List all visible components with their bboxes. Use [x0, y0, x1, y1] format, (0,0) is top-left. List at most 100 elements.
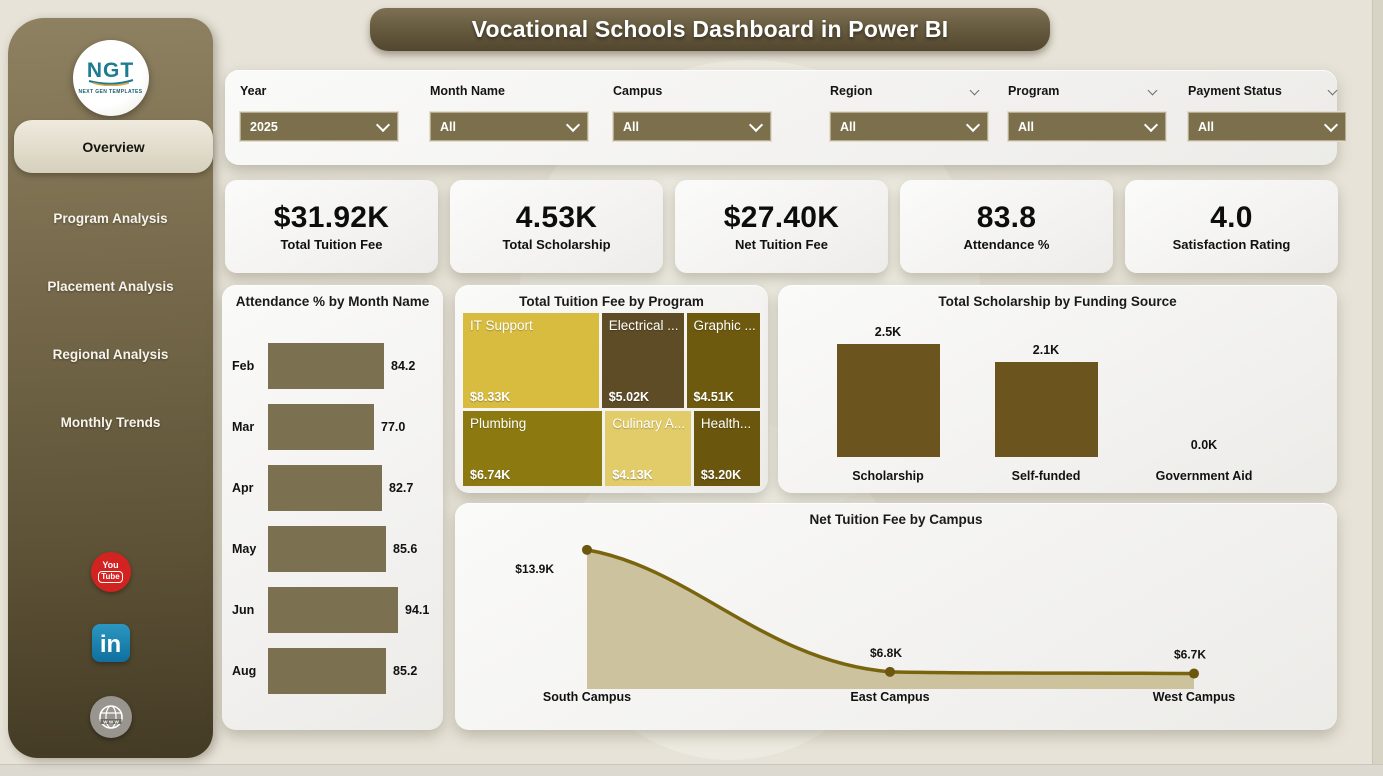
bar-mar[interactable]: [268, 403, 374, 450]
chevron-down-icon[interactable]: [1327, 85, 1338, 96]
slicer-header: Month Name: [430, 84, 580, 104]
bar-aug[interactable]: [268, 647, 386, 694]
column-value-label: 0.0K: [1190, 438, 1218, 452]
chevron-down-icon[interactable]: [969, 85, 980, 96]
sidebar-item-placement-analysis[interactable]: Placement Analysis: [47, 278, 174, 294]
sidebar-item-program-analysis[interactable]: Program Analysis: [53, 210, 168, 226]
youtube-icon[interactable]: You Tube: [90, 552, 131, 592]
treemap-tile-graphic-[interactable]: Graphic ... $4.51K: [686, 313, 761, 409]
area-chart-card: $13.9K $6.8K $6.7K South Campus East Campus W…: [455, 503, 1337, 730]
svg-text:W W W: W W W: [103, 719, 119, 724]
slicer-year: Year 2025: [240, 84, 398, 141]
bar-category-label: Apr: [232, 480, 254, 495]
chevron-down-icon: [965, 117, 981, 132]
linkedin-icon[interactable]: in: [91, 624, 130, 662]
treemap-tile-plumbing[interactable]: Plumbing $6.74K: [463, 411, 603, 486]
column-value-label: 2.5K: [874, 325, 902, 339]
treemap-tile-culinary-a-[interactable]: Culinary A... $4.13K: [605, 411, 691, 486]
bar-feb[interactable]: [268, 342, 384, 389]
sidebar-item-regional-analysis[interactable]: Regional Analysis: [52, 346, 169, 362]
slicer-selected-value: All: [440, 119, 456, 134]
treemap-tile-label: Electrical ...: [608, 318, 679, 333]
data-point-west-campus[interactable]: [1189, 668, 1199, 679]
bar-jun[interactable]: [268, 586, 398, 633]
bar-may[interactable]: [268, 525, 386, 572]
slicer-month-name: Month Name All: [430, 84, 588, 141]
chevron-down-icon: [375, 117, 391, 132]
column-bar-self-funded[interactable]: [994, 362, 1098, 457]
attendance-row-mar: Mar 77.0: [232, 396, 437, 457]
chevron-down-icon: [1143, 117, 1159, 132]
area-fill: [587, 549, 1194, 689]
treemap-tile-label: Health...: [700, 416, 752, 432]
slicer-dropdown-month-name[interactable]: All: [430, 112, 588, 141]
bar-category-label: Feb: [232, 358, 255, 373]
kpi-label: Satisfaction Rating: [1172, 236, 1291, 252]
data-point-south-campus[interactable]: [582, 544, 592, 555]
funding-columns: 2.5K Scholarship 2.1K Self-funded 0.0K Govern…: [818, 313, 1288, 483]
data-point-east-campus[interactable]: [885, 666, 895, 677]
column-category-label: Scholarship: [852, 469, 924, 483]
slicer-label: Region: [830, 84, 873, 98]
ngt-logo: NGT NEXT GEN TEMPLATES: [72, 40, 149, 116]
treemap: IT Support $8.33K Electrical ... $5.02K Grap…: [463, 313, 761, 486]
treemap-tile-value: $4.13K: [612, 467, 653, 482]
treemap-tile-health-[interactable]: Health... $3.20K: [693, 411, 761, 486]
slicer-dropdown-payment-status[interactable]: All: [1188, 112, 1346, 141]
bar-value-label: 77.0: [381, 419, 406, 434]
treemap-tile-value: $8.33K: [470, 390, 511, 405]
chevron-down-icon: [1323, 117, 1339, 132]
bar-value-label: 94.1: [405, 602, 430, 617]
slicer-label: Payment Status: [1188, 84, 1282, 98]
slicer-selected-value: 2025: [250, 119, 278, 134]
x-axis-label: West Campus: [1153, 690, 1235, 704]
bar-category-label: May: [232, 541, 257, 556]
area-chart-title: Net Tuition Fee by Campus: [809, 512, 983, 527]
attendance-row-jun: Jun 94.1: [232, 579, 437, 640]
treemap-tile-label: IT Support: [470, 318, 533, 333]
slicer-header: Campus: [613, 84, 763, 104]
slicer-selected-value: All: [623, 119, 639, 134]
x-axis-label: East Campus: [850, 690, 929, 704]
slicer-header: Program: [1008, 84, 1158, 104]
website-globe-icon[interactable]: W W W: [89, 696, 132, 738]
youtube-icon-text: Tube: [98, 571, 123, 583]
slicer-region: Region All: [830, 84, 988, 141]
treemap-tile-label: Culinary A...: [612, 416, 686, 432]
slicer-dropdown-region[interactable]: All: [830, 112, 988, 141]
treemap-tile-it-support[interactable]: IT Support $8.33K: [463, 313, 599, 409]
treemap-row: IT Support $8.33K Electrical ... $5.02K Grap…: [463, 313, 761, 409]
attendance-chart-card: Attendance % by Month Name Feb 84.2 Mar 77.…: [222, 285, 443, 730]
page-title: Vocational Schools Dashboard in Power BI: [370, 8, 1050, 51]
slicer-selected-value: All: [1198, 119, 1214, 134]
slicer-selected-value: All: [1018, 119, 1034, 134]
attendance-row-feb: Feb 84.2: [232, 335, 437, 396]
bar-value-label: 84.2: [391, 358, 416, 373]
sidebar-item-overview[interactable]: Overview: [14, 120, 213, 173]
filter-bar: Year 2025 Month Name All Campus All Region All P…: [225, 70, 1346, 165]
globe-glyph: W W W: [98, 705, 123, 729]
funding-column-self-funded: 2.1K: [976, 343, 1116, 457]
kpi-label: Total Tuition Fee: [280, 236, 383, 252]
bar-category-label: Jun: [232, 602, 255, 617]
treemap-tile-value: $4.51K: [693, 390, 734, 405]
slicer-dropdown-program[interactable]: All: [1008, 112, 1166, 141]
slicer-dropdown-year[interactable]: 2025: [240, 112, 398, 141]
funding-chart-card: Total Scholarship by Funding Source 2.5K…: [778, 285, 1337, 493]
chevron-down-icon[interactable]: [1147, 85, 1158, 96]
kpi-value: 83.8: [976, 200, 1037, 234]
bar-apr[interactable]: [268, 464, 382, 511]
bar-value-label: 85.6: [393, 541, 418, 556]
kpi-value: 4.0: [1210, 200, 1253, 234]
kpi-label: Total Scholarship: [502, 236, 611, 252]
treemap-tile-electrical-[interactable]: Electrical ... $5.02K: [601, 313, 684, 409]
column-bar-scholarship[interactable]: [836, 344, 940, 457]
sidebar-item-monthly-trends[interactable]: Monthly Trends: [60, 414, 161, 430]
slicer-label: Program: [1008, 84, 1060, 98]
column-category-label: Self-funded: [1011, 469, 1081, 483]
attendance-row-aug: Aug 85.2: [232, 640, 437, 701]
attendance-bars: Feb 84.2 Mar 77.0 Apr 82.7 May 85.6 Jun 94.1 Aug 85…: [232, 335, 437, 701]
slicer-dropdown-campus[interactable]: All: [613, 112, 771, 141]
slicer-label: Campus: [613, 84, 663, 98]
sidebar: NGT NEXT GEN TEMPLATES Overview Program …: [8, 18, 213, 758]
